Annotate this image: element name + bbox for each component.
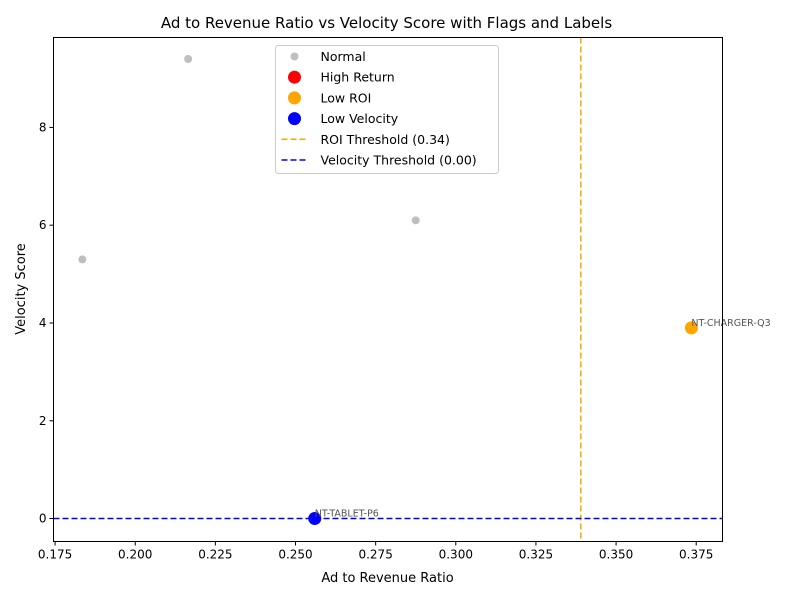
x-tick-label: 0.375 (679, 548, 713, 562)
chart-title: Ad to Revenue Ratio vs Velocity Score wi… (161, 14, 612, 32)
data-point (78, 255, 87, 264)
x-tick-label: 0.325 (519, 548, 553, 562)
x-tick-label: 0.250 (278, 548, 312, 562)
legend-marker (288, 91, 301, 105)
legend-marker (288, 70, 301, 84)
x-tick-label: 0.175 (38, 548, 72, 562)
point-label: NT-TABLET-P6 (315, 509, 379, 520)
data-point (684, 321, 698, 335)
legend-label: Low ROI (321, 90, 372, 105)
legend-marker (290, 52, 299, 61)
plot-area: NT-CHARGER-Q3 NT-TABLET-P6 (53, 37, 771, 542)
x-tick-label: 0.350 (599, 548, 633, 562)
data-point (184, 55, 193, 64)
legend-label: Low Velocity (321, 111, 399, 126)
y-tick-label: 8 (39, 120, 47, 134)
point-label: NT-CHARGER-Q3 (691, 318, 770, 329)
data-point (411, 216, 420, 225)
y-tick-label: 6 (39, 218, 47, 232)
plot-frame (53, 37, 723, 542)
legend-label: Normal (321, 49, 366, 64)
legend: Normal High Return Low ROI Low Velocity ROI … (275, 45, 499, 174)
y-tick-label: 2 (39, 414, 47, 428)
x-tick-label: 0.300 (439, 548, 473, 562)
x-tick-label: 0.275 (358, 548, 392, 562)
legend-label: Velocity Threshold (0.00) (321, 153, 477, 168)
legend-label: ROI Threshold (0.34) (321, 132, 450, 147)
legend-marker (288, 112, 301, 126)
y-tick-label: 0 (39, 512, 47, 526)
x-tick-label: 0.225 (198, 548, 232, 562)
legend-label: High Return (321, 70, 395, 85)
x-axis: 0.175 0.200 0.225 0.250 0.275 0.300 0.325 0.350… (38, 541, 713, 562)
legend-box (275, 45, 499, 174)
data-point (308, 512, 322, 526)
y-axis-label: Velocity Score (14, 243, 29, 335)
x-axis-label: Ad to Revenue Ratio (321, 571, 453, 586)
x-tick-label: 0.200 (118, 548, 152, 562)
y-tick-label: 4 (39, 316, 47, 330)
y-axis: 0 2 4 6 8 (39, 120, 54, 526)
